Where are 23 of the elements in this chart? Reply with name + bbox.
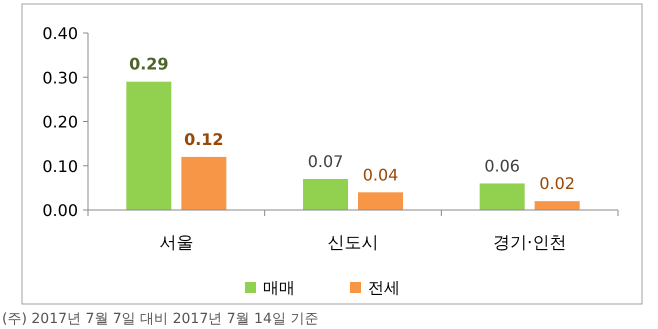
- data-label: 0.06: [484, 156, 520, 176]
- data-label: 0.12: [184, 130, 224, 149]
- text: (주) 2017년 7월 7일 대비 2017년 7월 14일 기준: [2, 311, 318, 327]
- x-tick-label: 신도시: [328, 233, 378, 253]
- legend-label: 전세: [368, 278, 400, 297]
- y-tick-label: 0.00: [42, 201, 78, 220]
- bar: [181, 156, 226, 210]
- y-tick-label: 0.20: [42, 112, 78, 132]
- data-label: 0.07: [308, 152, 344, 172]
- data-label: 0.04: [362, 165, 398, 184]
- bar: [303, 179, 348, 210]
- legend-label: 매매: [263, 278, 295, 297]
- y-tick-label: 0.30: [42, 68, 78, 88]
- y-tick-label: 0.10: [42, 156, 78, 176]
- bar: [480, 183, 525, 210]
- bar: [534, 201, 580, 210]
- data-label: 0.29: [129, 54, 169, 74]
- data-label: 0.02: [539, 174, 575, 194]
- x-tick-label: 경기·인천: [492, 233, 566, 253]
- x-tick-label: 서울: [159, 233, 194, 253]
- bar: [126, 82, 172, 210]
- bar: [358, 192, 403, 210]
- y-tick-label: 0.40: [42, 24, 78, 43]
